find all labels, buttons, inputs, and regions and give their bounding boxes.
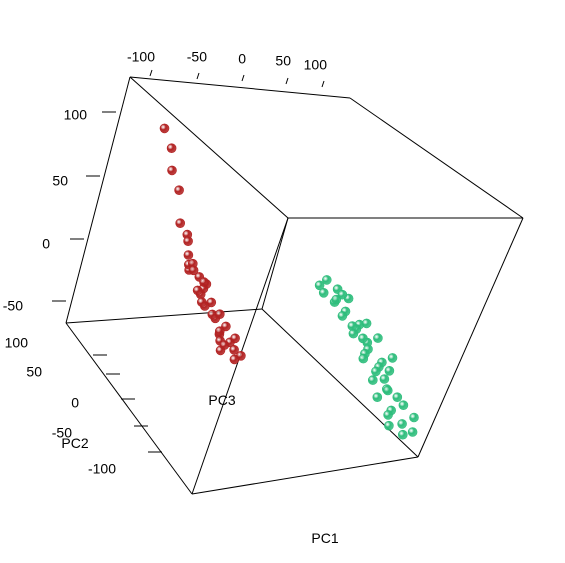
data-point-series-1 (192, 285, 203, 296)
box-edge (261, 308, 419, 458)
data-point-series-2 (384, 420, 394, 431)
data-point-series-2 (407, 427, 418, 437)
x-tick-label: 0 (238, 51, 246, 67)
data-point-series-2 (387, 353, 398, 363)
data-point-series-2 (358, 353, 369, 364)
data-point-series-2 (367, 375, 378, 385)
z-tick-label: -50 (3, 298, 23, 314)
data-point-series-2 (347, 321, 358, 331)
data-point-series-2 (371, 366, 381, 377)
x-tick-label: 50 (275, 53, 291, 69)
y-tick-label: 100 (5, 335, 29, 351)
data-point-series-2 (409, 412, 419, 423)
data-point-series-2 (314, 280, 325, 291)
data-point-series-1 (166, 143, 177, 153)
data-point-series-1 (159, 123, 170, 134)
y-axis-title: PC2 (61, 435, 88, 451)
axis-ticks: -100 -50 0 50 100 100 50 0 -50 -100 100 50 0 -50 (3, 49, 327, 477)
x-axis-title: PC1 (311, 530, 338, 546)
z-axis-title: PC3 (208, 392, 235, 408)
data-point-series-2 (337, 289, 348, 300)
data-point-series-2 (337, 311, 348, 321)
x-tick-label: -100 (127, 49, 155, 65)
box-edge (191, 456, 419, 495)
data-points (159, 123, 419, 440)
data-point-series-2 (383, 410, 393, 420)
data-point-series-1 (188, 265, 199, 276)
data-point-series-1 (229, 344, 239, 355)
box-edge (129, 76, 351, 99)
data-point-series-1 (219, 340, 230, 350)
data-point-series-2 (358, 333, 368, 344)
data-point-series-1 (230, 333, 240, 344)
data-point-series-2 (373, 333, 383, 343)
x-tick-label: 100 (304, 57, 328, 73)
box-edge (129, 76, 289, 219)
box-edge (65, 308, 263, 324)
z-tick-label: 50 (52, 173, 68, 189)
axis-titles: PC1 PC2 PC3 (61, 392, 338, 546)
y-tick-label: -50 (52, 425, 72, 441)
data-point-series-2 (361, 318, 372, 329)
data-point-series-2 (392, 392, 403, 403)
data-point-series-1 (215, 309, 225, 320)
data-point-series-1 (197, 297, 207, 307)
data-point-series-2 (384, 365, 395, 376)
y-tick-label: 50 (26, 364, 42, 380)
y-tick-label: -100 (88, 461, 116, 477)
z-tick-label: 100 (64, 107, 88, 123)
box-edge (65, 76, 131, 324)
data-point-series-1 (183, 250, 194, 260)
x-tick-mark (285, 77, 289, 85)
box-edge (349, 97, 524, 219)
data-point-series-2 (382, 385, 393, 396)
data-point-series-2 (321, 275, 332, 285)
x-tick-mark (321, 80, 325, 88)
data-point-series-2 (372, 392, 383, 403)
data-point-series-2 (397, 419, 407, 429)
box-edge (417, 217, 524, 458)
data-point-series-1 (175, 218, 185, 228)
box-edge (65, 322, 193, 495)
z-tick-label: 0 (42, 236, 50, 252)
x-tick-label: -50 (187, 49, 207, 65)
x-tick-mark (149, 69, 153, 77)
box-edge (261, 217, 289, 310)
data-point-series-1 (229, 354, 240, 365)
data-point-series-2 (318, 287, 329, 298)
data-point-series-1 (174, 185, 184, 195)
data-point-series-1 (183, 236, 193, 246)
data-point-series-1 (199, 277, 209, 287)
y-tick-label: 0 (71, 395, 79, 411)
data-point-series-1 (167, 165, 177, 176)
x-tick-mark (196, 72, 200, 80)
bounding-box (65, 76, 524, 495)
data-point-series-2 (398, 400, 409, 411)
data-point-series-2 (397, 429, 408, 440)
data-point-series-2 (379, 374, 390, 384)
x-tick-mark (241, 74, 245, 82)
data-point-series-1 (215, 326, 225, 337)
